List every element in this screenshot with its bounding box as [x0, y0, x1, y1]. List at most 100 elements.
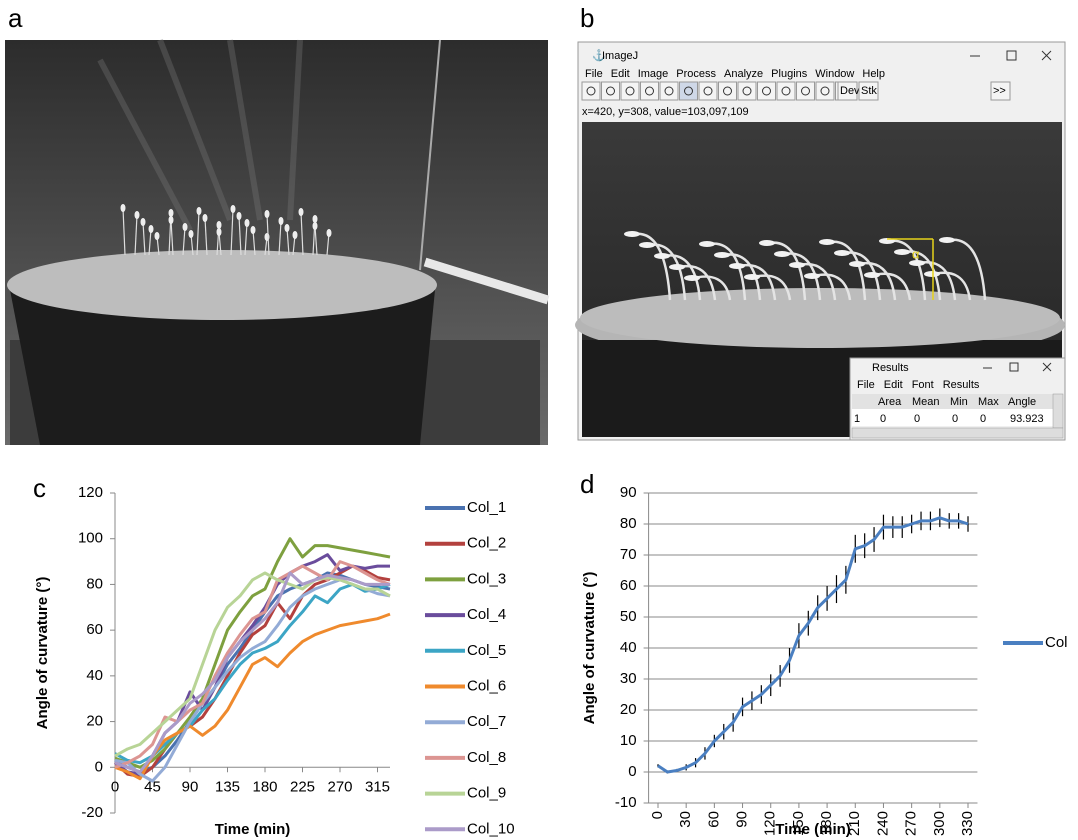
seedling-head — [120, 204, 126, 212]
menu-item[interactable]: File — [585, 68, 603, 80]
tool-icon — [781, 86, 791, 96]
seedling-head — [639, 242, 655, 248]
seedling-head — [250, 226, 256, 234]
series-line — [114, 582, 391, 765]
seedling-head — [684, 275, 700, 281]
table-cell: 0 — [952, 413, 958, 425]
seedling-head — [939, 237, 955, 243]
y-tick-label: 10 — [620, 732, 637, 749]
toolbar: Dev Stk >> — [581, 81, 1011, 101]
seedling — [300, 211, 304, 256]
tool-button[interactable] — [581, 81, 601, 101]
tool-button[interactable] — [640, 81, 659, 101]
seedling-head — [148, 225, 154, 233]
y-axis-title: Angle of curvature (°) — [34, 577, 51, 730]
x-tick-label: 210 — [846, 811, 863, 836]
y-tick-label: -10 — [615, 794, 637, 811]
x-tick-label: 90 — [734, 811, 751, 828]
seedling-head — [264, 210, 270, 218]
x-axis-title: Time (min) — [215, 821, 291, 838]
legend-label: Col_9 — [467, 785, 506, 802]
tool-icon — [586, 86, 596, 96]
tool-button[interactable] — [737, 81, 757, 101]
angle-label: α — [912, 246, 920, 261]
y-tick-label: 60 — [86, 621, 103, 638]
column-header: Angle — [1008, 396, 1036, 408]
menu-item[interactable]: Edit — [884, 379, 903, 391]
menu-item[interactable]: Results — [943, 379, 980, 391]
seedling-head — [729, 263, 745, 269]
column-header: Area — [878, 396, 902, 408]
seedling — [148, 228, 152, 256]
column-header: Mean — [912, 396, 940, 408]
seedling — [182, 226, 186, 256]
window-title: Results — [872, 362, 909, 374]
seedling-head — [168, 216, 174, 224]
seedling-head — [202, 214, 208, 222]
tool-button[interactable] — [776, 81, 796, 101]
x-tick-label: 30 — [677, 811, 694, 828]
y-tick-label: 40 — [620, 639, 637, 656]
seedling-head — [326, 229, 332, 237]
menu-item[interactable]: Help — [862, 68, 885, 80]
seedling-head — [894, 249, 910, 255]
tool-button[interactable] — [837, 81, 858, 101]
menu-item[interactable]: Image — [638, 68, 669, 80]
seedling-head — [624, 231, 640, 237]
series-line — [114, 612, 391, 781]
y-tick-label: 60 — [620, 577, 637, 594]
series-line — [114, 571, 391, 774]
table-cell: 93.923 — [1010, 413, 1044, 425]
legend-label: Col_2 — [467, 535, 506, 552]
seedling-head — [834, 250, 850, 256]
tool-button[interactable] — [815, 81, 835, 101]
legend-label: Col_3 — [467, 570, 506, 587]
seedling — [314, 225, 318, 256]
seedling-head — [654, 253, 670, 259]
series-line — [114, 537, 391, 769]
tool-button[interactable] — [679, 81, 698, 101]
y-tick-label: 0 — [628, 763, 636, 780]
seedling-head — [744, 274, 760, 280]
seedling-head — [864, 272, 880, 278]
menu-item[interactable]: Analyze — [724, 68, 763, 80]
seedling-head — [669, 264, 685, 270]
tool-button[interactable] — [796, 81, 815, 101]
seedling-head — [216, 228, 222, 236]
seedling — [170, 219, 174, 256]
tool-button[interactable] — [858, 81, 879, 101]
tool-button[interactable] — [990, 81, 1011, 101]
menu-item[interactable]: Font — [912, 379, 934, 391]
tool-label: >> — [993, 85, 1006, 97]
legend-label: Col — [1045, 634, 1068, 651]
seedling-head — [196, 207, 202, 215]
table-cell: 0 — [880, 413, 886, 425]
y-tick-label: 80 — [620, 515, 637, 532]
seedling — [230, 208, 234, 256]
seedling-head — [284, 224, 290, 232]
menu-item[interactable]: Plugins — [771, 68, 808, 80]
seedling-head — [714, 252, 730, 258]
tool-button[interactable] — [698, 81, 718, 101]
seedling — [266, 213, 270, 256]
tool-button[interactable] — [757, 81, 776, 101]
tool-button[interactable] — [659, 81, 679, 101]
menu-item[interactable]: File — [857, 379, 875, 391]
legend-label: Col_5 — [467, 642, 506, 659]
panel-label: c — [33, 473, 46, 503]
tool-button[interactable] — [601, 81, 620, 101]
menu-item[interactable]: Window — [815, 68, 854, 80]
x-axis-title: Time (min) — [775, 821, 851, 838]
tool-button[interactable] — [620, 81, 640, 101]
tool-label: Stk — [861, 85, 877, 97]
menu-item[interactable]: Process — [676, 68, 716, 80]
table-cell: 0 — [914, 413, 920, 425]
seedling-head — [909, 260, 925, 266]
table-cell: 1 — [854, 413, 860, 425]
x-tick-label: 270 — [903, 811, 920, 836]
x-tick-label: 315 — [365, 778, 390, 795]
tool-button[interactable] — [718, 81, 737, 101]
series-line — [114, 571, 391, 758]
menu-item[interactable]: Edit — [611, 68, 630, 80]
